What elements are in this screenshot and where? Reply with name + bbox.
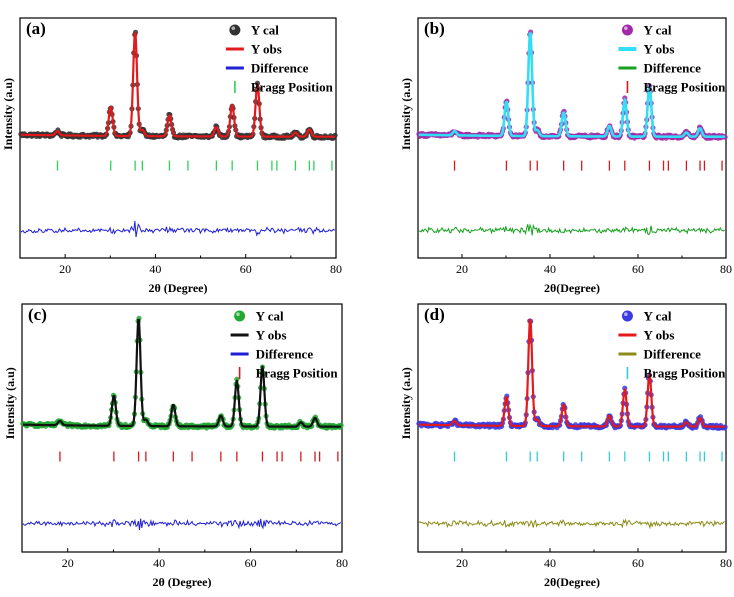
- difference-line: [22, 518, 341, 531]
- legend-entry: Y obs: [618, 328, 674, 343]
- legend-label: Y obs: [256, 328, 287, 343]
- legend-entry: Y obs: [618, 42, 674, 57]
- legend-marker-circle: [234, 310, 246, 322]
- x-axis-title: 2θ (Degree): [148, 281, 207, 295]
- legend: Y cal Y obs Difference Bragg Position: [618, 23, 726, 95]
- legend-label: Bragg Position: [643, 80, 726, 95]
- legend-label: Difference: [643, 347, 701, 362]
- y-obs-line: [418, 318, 726, 428]
- legend-entry: Bragg Position: [626, 366, 726, 381]
- x-axis: 20 40 60 80: [21, 548, 348, 570]
- bragg-position-ticks: [453, 160, 723, 171]
- x-axis: 20 40 60 80: [417, 254, 732, 276]
- legend-label: Y obs: [643, 42, 674, 57]
- bragg-position-ticks: [453, 451, 723, 462]
- y-obs-line: [418, 32, 726, 139]
- legend-label: Y cal: [643, 23, 671, 38]
- y-cal-point: [622, 385, 628, 391]
- y-obs-line: [20, 32, 336, 138]
- legend-marker-highlight: [231, 26, 236, 31]
- legend-entry: Y cal: [621, 309, 672, 324]
- y-obs-line: [22, 318, 342, 428]
- x-tick-label: 80: [330, 262, 342, 276]
- legend-label: Bragg Position: [251, 80, 334, 95]
- legend-label: Y obs: [643, 328, 674, 343]
- legend-marker-circle: [621, 310, 633, 322]
- x-tick-label: 80: [336, 556, 348, 570]
- legend-entry: Y cal: [229, 23, 279, 38]
- x-tick-label: 80: [720, 556, 732, 570]
- legend-entry: Difference: [230, 347, 314, 362]
- legend-entry: Y obs: [230, 328, 287, 343]
- panel-d: 20 40 60 80 2θ(Degree) Intensity (a.u) (d) Y ca…: [399, 303, 732, 589]
- legend-entry: Y cal: [621, 23, 672, 38]
- y-cal-point: [234, 376, 240, 382]
- legend-entry: Difference: [618, 61, 701, 76]
- legend-label: Bragg Position: [256, 366, 339, 381]
- x-tick-label: 40: [149, 262, 161, 276]
- difference-line: [20, 220, 336, 238]
- x-tick-label: 40: [544, 556, 556, 570]
- legend-label: Difference: [251, 61, 309, 76]
- legend-marker-highlight: [624, 26, 628, 31]
- panel-c: 20 40 60 80 2θ (Degree) Intensity (a.u) (c) Y c…: [3, 303, 348, 589]
- legend-marker-highlight: [236, 312, 240, 317]
- legend-entry: Bragg Position: [626, 80, 726, 95]
- panel-b: 20 40 60 80 2θ(Degree) Intensity (a.u) (b) Y ca…: [399, 17, 732, 295]
- legend-entry: Y obs: [225, 42, 282, 57]
- legend-label: Bragg Position: [643, 366, 726, 381]
- y-axis-title: Intensity (a.u): [399, 367, 413, 439]
- x-axis-title: 2θ(Degree): [544, 281, 600, 295]
- legend-label: Y cal: [251, 23, 279, 38]
- x-tick-label: 60: [245, 556, 257, 570]
- x-tick-label: 20: [456, 556, 468, 570]
- y-axis-title: Intensity (a.u): [399, 78, 413, 150]
- x-axis: 20 40 60 80: [19, 254, 342, 276]
- bragg-position-ticks: [56, 160, 333, 171]
- x-tick-label: 40: [544, 262, 556, 276]
- panel-letter: (d): [424, 305, 445, 324]
- panel-letter: (c): [28, 305, 47, 324]
- legend-label: Y obs: [251, 42, 282, 57]
- legend-entry: Bragg Position: [234, 80, 334, 95]
- panel-letter: (b): [424, 19, 445, 38]
- legend: Y cal Y obs Difference Bragg Position: [225, 23, 334, 95]
- x-tick-label: 40: [153, 556, 165, 570]
- x-tick-label: 60: [632, 262, 644, 276]
- x-axis: 20 40 60 80: [417, 548, 732, 570]
- legend-marker-highlight: [624, 312, 628, 317]
- legend-marker-circle: [621, 24, 633, 36]
- x-tick-label: 60: [632, 556, 644, 570]
- legend-entry: Difference: [225, 61, 309, 76]
- x-tick-label: 60: [240, 262, 252, 276]
- legend-marker-circle: [229, 24, 241, 36]
- legend-entry: Difference: [618, 347, 701, 362]
- x-tick-label: 20: [59, 262, 71, 276]
- panel-a: 20 40 60 80 2θ (Degree) Intensity (a.u) (a) Y c…: [1, 17, 342, 295]
- difference-line: [418, 223, 726, 236]
- x-axis-title: 2θ(Degree): [544, 575, 600, 589]
- legend-label: Y cal: [643, 309, 671, 324]
- panel-letter: (a): [26, 19, 46, 38]
- legend: Y cal Y obs Difference Bragg Position: [618, 309, 726, 381]
- legend-entry: Y cal: [234, 309, 284, 324]
- y-cal-point: [622, 95, 628, 101]
- bragg-position-ticks: [59, 451, 339, 462]
- y-axis-title: Intensity (a.u): [3, 367, 17, 439]
- legend-entry: Bragg Position: [238, 366, 339, 381]
- y-axis-title: Intensity (a.u): [1, 78, 15, 150]
- x-tick-label: 20: [456, 262, 468, 276]
- plot-frame: [19, 17, 337, 259]
- x-tick-label: 20: [62, 556, 74, 570]
- legend-label: Difference: [256, 347, 314, 362]
- difference-line: [418, 518, 725, 530]
- x-tick-label: 80: [720, 262, 732, 276]
- legend-label: Difference: [643, 61, 701, 76]
- legend: Y cal Y obs Difference Bragg Position: [230, 309, 339, 381]
- legend-label: Y cal: [256, 309, 284, 324]
- x-axis-title: 2θ (Degree): [152, 575, 211, 589]
